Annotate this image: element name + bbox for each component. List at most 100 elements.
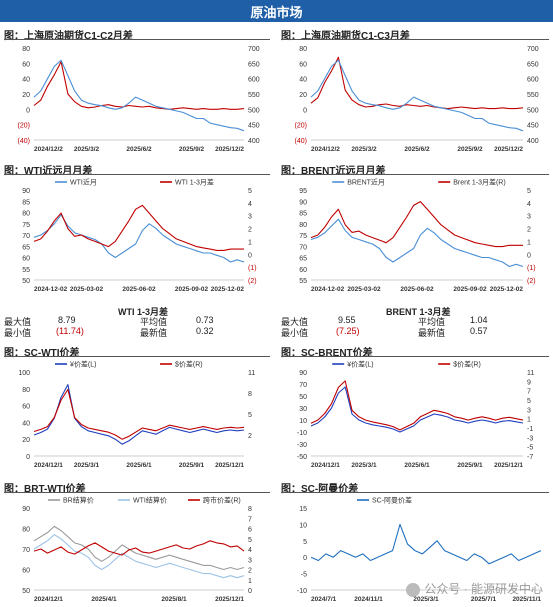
title-rule <box>4 356 270 357</box>
y-right-tick-label: 4 <box>248 201 252 208</box>
series-line-0 <box>33 384 245 445</box>
brent-avg-value: 1.04 <box>470 315 488 325</box>
title-rule <box>281 356 549 357</box>
title-rule <box>4 174 270 175</box>
y-right-tick-label: 3 <box>527 214 531 221</box>
x-tick-label: 2025/6/2 <box>404 146 430 153</box>
y-right-tick-label: 1 <box>248 578 252 585</box>
series-line-0 <box>310 56 524 110</box>
y-left-tick-label: 50 <box>22 588 30 595</box>
wti-max-value: 8.79 <box>58 315 76 325</box>
y-left-tick-label: 60 <box>22 61 30 68</box>
y-left-tick-label: 15 <box>299 506 307 513</box>
y-left-tick-label: 50 <box>299 394 307 401</box>
legend-label: $价差(R) <box>453 360 481 369</box>
wti-avg-value: 0.73 <box>196 315 214 325</box>
y-left-tick-label: 50 <box>22 278 30 285</box>
y-left-tick-label: 40 <box>22 420 30 427</box>
x-tick-label: 2025-09-02 <box>453 286 487 293</box>
legend-label: BR结算价 <box>63 496 94 505</box>
title-rule <box>281 492 549 493</box>
y-right-tick-label: 11 <box>527 370 534 377</box>
x-tick-label: 2025/8/1 <box>161 596 187 603</box>
y-left-tick-label: 80 <box>22 527 30 534</box>
wti-max-label: 最大值 <box>4 317 32 327</box>
chart-brt-wti: 90 80 70 60 50 8 7 6 5 4 3 2 1 0 2024/12/1 2025/4/1 2025… <box>22 496 252 604</box>
y-left-tick-label: 80 <box>299 222 307 229</box>
y-left-tick-label: -5 <box>301 572 307 579</box>
y-left-tick-label: 65 <box>22 244 30 251</box>
y-right-tick-label: 8 <box>248 506 252 513</box>
y-right-tick-label: 3 <box>248 214 252 221</box>
y-left-tick-label: 40 <box>22 77 30 84</box>
y-right-tick-label: -3 <box>527 435 533 442</box>
x-tick-label: 2025-06-02 <box>122 286 156 293</box>
y-left-tick-label: 60 <box>299 61 307 68</box>
y-left-tick-label: 75 <box>22 222 30 229</box>
y-left-tick-label: 90 <box>22 188 30 195</box>
y-left-tick-label: 85 <box>299 211 307 218</box>
wti-min-label: 最小值 <box>4 328 32 338</box>
x-tick-label: 2025/3/2 <box>351 146 377 153</box>
y-left-tick-label: 75 <box>299 233 307 240</box>
y-left-tick-label: -50 <box>297 454 307 461</box>
chart-title-sc-c1c2: 图：上海原油期货C1-C2月差 <box>4 31 133 42</box>
y-right-tick-label: 7 <box>527 389 531 396</box>
title-rule <box>4 492 270 493</box>
legend-label: WTI 1-3月差 <box>175 178 214 187</box>
legend-label: WTI结算价 <box>133 496 167 505</box>
x-tick-label: 2025/11/1 <box>512 596 541 603</box>
legend-label: ¥价差(L) <box>70 360 96 369</box>
wechat-icon <box>406 582 421 597</box>
title-rule <box>4 39 270 40</box>
legend-label: 跨市价差(R) <box>203 496 241 505</box>
y-right-tick-label: 700 <box>248 46 260 53</box>
x-tick-label: 2024/12/2 <box>311 146 340 153</box>
y-right-tick-label: 0 <box>248 588 252 595</box>
legend-label: $价差(R) <box>175 360 203 369</box>
y-right-tick-label: 3 <box>248 557 252 564</box>
series-line-1 <box>33 534 245 579</box>
legend-label: Brent 1-3月差(R) <box>453 178 506 187</box>
chart-title-sc-wti: 图：SC-WTI价差 <box>4 348 80 359</box>
y-left-tick-label: 85 <box>22 199 30 206</box>
legend-label: ¥价差(L) <box>347 360 373 369</box>
y-left-tick-label: 70 <box>299 382 307 389</box>
y-left-tick-label: 20 <box>22 92 30 99</box>
brent-stats-title: BRENT 1-3月差 <box>386 307 451 317</box>
x-tick-label: 2025/9/1 <box>457 462 483 469</box>
y-left-tick-label: 60 <box>22 568 30 575</box>
x-tick-label: 2025/3/2 <box>74 146 100 153</box>
y-left-tick-label: 30 <box>299 406 307 413</box>
y-left-tick-label: (20) <box>18 123 30 130</box>
y-left-tick-label: -10 <box>297 430 307 437</box>
y-right-tick-label: 700 <box>527 46 539 53</box>
x-tick-label: 2025-12-02 <box>211 286 245 293</box>
y-right-tick-label: 650 <box>248 61 260 68</box>
x-tick-label: 2024/11/1 <box>354 596 383 603</box>
x-tick-label: 2025/12/1 <box>215 596 244 603</box>
x-tick-label: 2025/6/2 <box>126 146 152 153</box>
x-tick-label: 2025/7/1 <box>471 596 497 603</box>
brent-avg-label: 平均值 <box>418 317 446 327</box>
title-rule <box>281 174 549 175</box>
y-left-tick-label: 90 <box>22 506 30 513</box>
series-line-1 <box>33 204 244 251</box>
x-tick-label: 2025/9/1 <box>179 462 205 469</box>
y-right-tick-label: 4 <box>527 201 531 208</box>
series-line-0 <box>33 214 245 263</box>
x-tick-label: 2025/3/1 <box>74 462 100 469</box>
y-right-tick-label: 600 <box>527 77 539 84</box>
y-right-tick-label: 8 <box>248 391 252 398</box>
title-rule <box>281 39 549 40</box>
y-left-tick-label: 40 <box>299 77 307 84</box>
y-right-tick-label: 1 <box>248 239 252 246</box>
y-right-tick-label: 0 <box>248 252 252 259</box>
chart-sc-c1c3: 80 60 40 20 0 (20) (40) 700 650 600 550 500 450 400 20… <box>295 46 539 153</box>
wti-min-value: (11.74) <box>56 326 84 336</box>
y-right-tick-label: 9 <box>527 379 531 386</box>
y-right-tick-label: (2) <box>248 278 257 285</box>
x-tick-label: 2024/12/1 <box>34 596 63 603</box>
brent-latest-value: 0.57 <box>470 326 488 336</box>
y-left-tick-label: 80 <box>22 46 30 53</box>
